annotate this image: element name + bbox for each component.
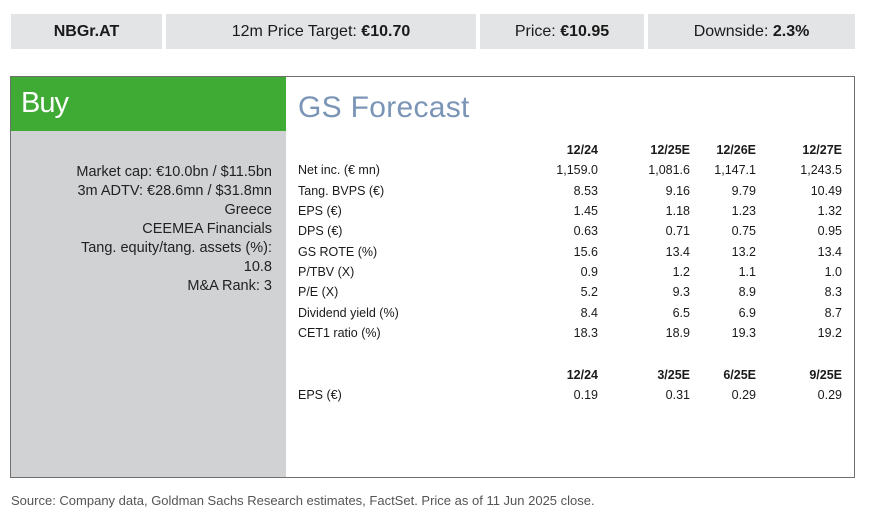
table-cell: 15.6 xyxy=(573,244,598,259)
downside-cell: Downside: 2.3% xyxy=(648,14,855,49)
ticker-cell: NBGr.AT xyxy=(11,14,162,49)
table-cell: 1.18 xyxy=(665,204,690,219)
table-cell: 1,147.1 xyxy=(714,163,756,178)
row-label: P/TBV (X) xyxy=(298,264,355,279)
table-row: EPS (€) 0.19 0.31 0.29 0.29 xyxy=(298,385,842,405)
header-bar: NBGr.AT 12m Price Target: €10.70 Price: … xyxy=(11,14,855,49)
table-cell: 8.53 xyxy=(573,183,598,198)
table-cell: 1.2 xyxy=(672,264,690,279)
table-cell: 1.0 xyxy=(824,264,842,279)
source-note: Source: Company data, Goldman Sachs Rese… xyxy=(11,493,595,508)
table-cell: 13.2 xyxy=(731,244,756,259)
column-header: 12/25E xyxy=(650,143,690,158)
table-cell: 10.49 xyxy=(810,183,842,198)
company-sidebar: Buy Market cap: €10.0bn / $11.5bn 3m ADT… xyxy=(11,77,286,477)
price-target-cell: 12m Price Target: €10.70 xyxy=(166,14,476,49)
table-cell: 6.5 xyxy=(672,305,690,320)
row-label: Tang. BVPS (€) xyxy=(298,183,385,198)
row-label: EPS (€) xyxy=(298,204,342,219)
table-cell: 6.9 xyxy=(738,305,756,320)
table-cell: 8.3 xyxy=(824,285,842,300)
ma-rank: M&A Rank: 3 xyxy=(187,278,272,294)
table-row: Net inc. (€ mn) 1,159.0 1,081.6 1,147.1 1,24… xyxy=(298,160,842,180)
table-cell: 9.79 xyxy=(731,183,756,198)
row-label-header xyxy=(298,365,504,385)
table-cell: 8.9 xyxy=(738,285,756,300)
tang-equity-label: Tang. equity/tang. assets (%): xyxy=(80,240,272,256)
table-cell: 0.19 xyxy=(573,388,598,403)
table-row: Dividend yield (%) 8.4 6.5 6.9 8.7 xyxy=(298,302,842,322)
row-label: Dividend yield (%) xyxy=(298,305,399,320)
table-cell: 19.2 xyxy=(817,325,842,340)
row-label: P/E (X) xyxy=(298,285,339,300)
table-row: GS ROTE (%) 15.6 13.4 13.2 13.4 xyxy=(298,241,842,261)
price-cell: Price: €10.95 xyxy=(480,14,644,49)
forecast-title: GS Forecast xyxy=(298,91,470,124)
table-cell: 5.2 xyxy=(580,285,598,300)
row-label: CET1 ratio (%) xyxy=(298,325,381,340)
rating-badge: Buy xyxy=(11,77,286,131)
table-cell: 1.45 xyxy=(573,204,598,219)
table-row: Tang. BVPS (€) 8.53 9.16 9.79 10.49 xyxy=(298,181,842,201)
table-cell: 0.29 xyxy=(817,388,842,403)
annual-header-row: 12/24 12/25E 12/26E 12/27E xyxy=(298,140,842,160)
table-row: P/TBV (X) 0.9 1.2 1.1 1.0 xyxy=(298,262,842,282)
table-cell: 9.3 xyxy=(672,285,690,300)
company-meta: Market cap: €10.0bn / $11.5bn 3m ADTV: €… xyxy=(76,163,272,296)
table-cell: 9.16 xyxy=(665,183,690,198)
table-row: EPS (€) 1.45 1.18 1.23 1.32 xyxy=(298,201,842,221)
market-cap: Market cap: €10.0bn / $11.5bn xyxy=(76,164,272,180)
table-cell: 1.1 xyxy=(738,264,756,279)
row-label: DPS (€) xyxy=(298,224,343,239)
table-cell: 0.63 xyxy=(573,224,598,239)
table-cell: 1,243.5 xyxy=(800,163,842,178)
forecast-panel: Buy Market cap: €10.0bn / $11.5bn 3m ADT… xyxy=(10,76,855,478)
table-cell: 18.9 xyxy=(665,325,690,340)
price-value: €10.95 xyxy=(560,22,610,40)
ticker: NBGr.AT xyxy=(53,22,120,40)
table-cell: 19.3 xyxy=(731,325,756,340)
table-cell: 0.95 xyxy=(817,224,842,239)
table-cell: 0.29 xyxy=(731,388,756,403)
table-cell: 13.4 xyxy=(817,244,842,259)
table-cell: 0.75 xyxy=(731,224,756,239)
table-row: P/E (X) 5.2 9.3 8.9 8.3 xyxy=(298,282,842,302)
sector: CEEMEA Financials xyxy=(142,221,272,237)
column-header: 12/26E xyxy=(716,143,756,158)
table-cell: 0.9 xyxy=(580,264,598,279)
row-label: Net inc. (€ mn) xyxy=(298,163,380,178)
table-cell: 18.3 xyxy=(573,325,598,340)
table-cell: 1.32 xyxy=(817,204,842,219)
row-label: EPS (€) xyxy=(298,388,342,403)
downside-label: Downside: xyxy=(693,22,769,40)
column-header: 12/27E xyxy=(802,143,842,158)
price-target-label: 12m Price Target: xyxy=(231,22,357,40)
row-label-header xyxy=(298,140,504,160)
table-cell: 0.31 xyxy=(665,388,690,403)
column-header: 12/24 xyxy=(566,143,598,158)
column-header: 3/25E xyxy=(657,368,690,383)
country: Greece xyxy=(224,202,272,218)
annual-forecast-table: 12/24 12/25E 12/26E 12/27E Net inc. (€ m… xyxy=(298,140,842,343)
adtv: 3m ADTV: €28.6mn / $31.8mn xyxy=(77,183,272,199)
table-row: DPS (€) 0.63 0.71 0.75 0.95 xyxy=(298,221,842,241)
column-header: 6/25E xyxy=(723,368,756,383)
price-label: Price: xyxy=(514,22,556,40)
table-cell: 1.23 xyxy=(731,204,756,219)
table-cell: 13.4 xyxy=(665,244,690,259)
row-label: GS ROTE (%) xyxy=(298,244,378,259)
table-row: CET1 ratio (%) 18.3 18.9 19.3 19.2 xyxy=(298,323,842,343)
quarterly-header-row: 12/24 3/25E 6/25E 9/25E xyxy=(298,365,842,385)
table-cell: 0.71 xyxy=(665,224,690,239)
table-cell: 1,081.6 xyxy=(648,163,690,178)
column-header: 12/24 xyxy=(566,368,598,383)
downside-value: 2.3% xyxy=(772,22,810,40)
tang-equity-value: 10.8 xyxy=(243,259,272,275)
table-cell: 8.4 xyxy=(580,305,598,320)
price-target-value: €10.70 xyxy=(361,22,411,40)
column-header: 9/25E xyxy=(809,368,842,383)
table-cell: 8.7 xyxy=(824,305,842,320)
table-cell: 1,159.0 xyxy=(556,163,598,178)
quarterly-forecast-table: 12/24 3/25E 6/25E 9/25E EPS (€) 0.19 0.31 0… xyxy=(298,365,842,406)
